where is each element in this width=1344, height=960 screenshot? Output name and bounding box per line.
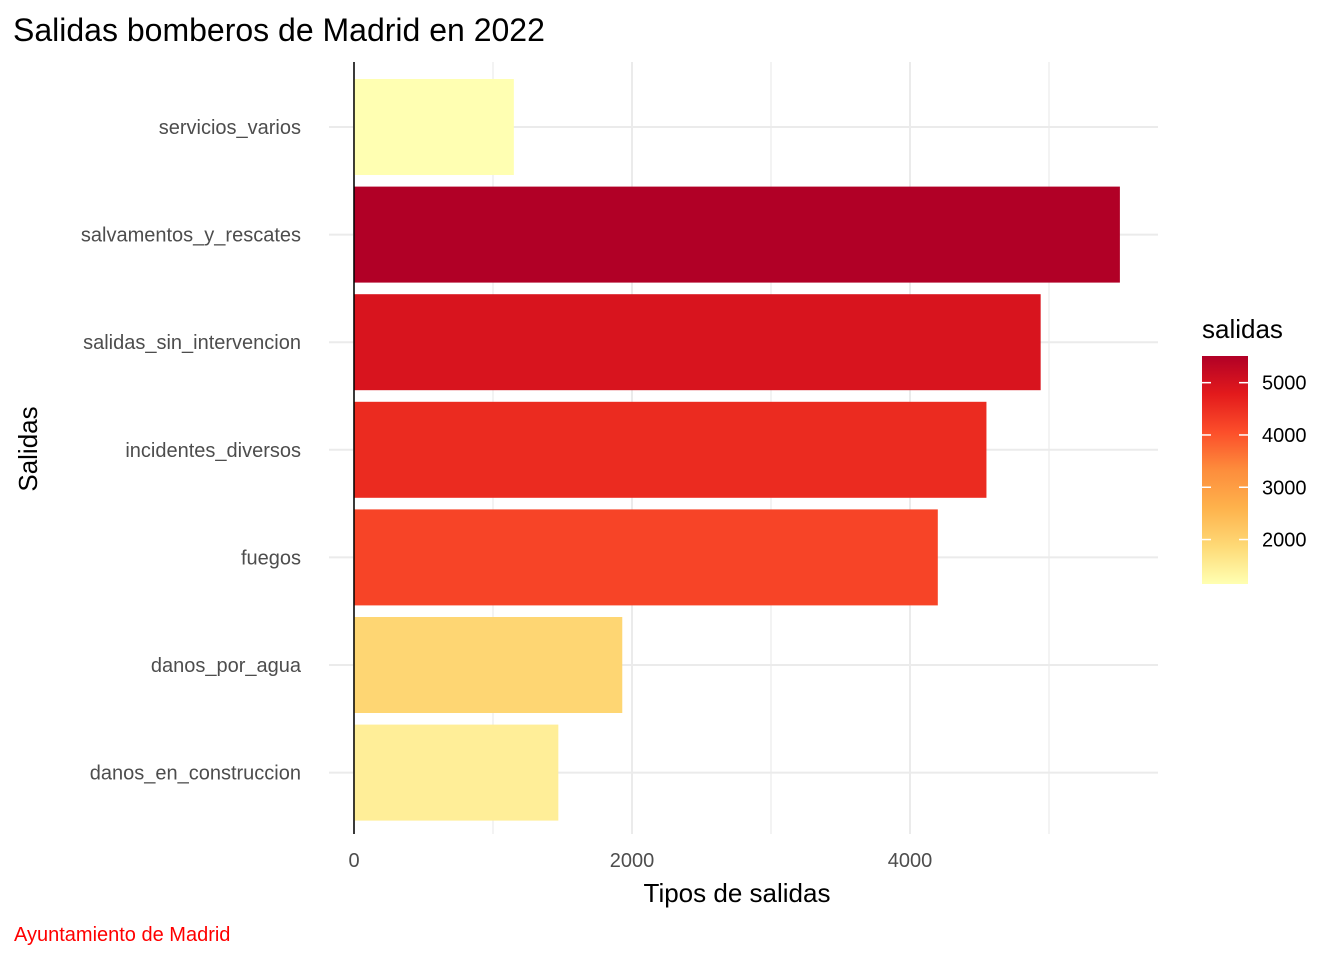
bar-salidas_sin_intervencion: [354, 294, 1041, 391]
y-tick-label: servicios_varios: [159, 117, 301, 139]
x-tick-label: 0: [348, 850, 359, 872]
bar-danos_por_agua: [354, 617, 623, 713]
bar-danos_en_construccion: [354, 724, 559, 821]
x-axis-title: Tipos de salidas: [644, 878, 831, 908]
legend-tick-label: 2000: [1262, 530, 1307, 552]
chart-title: Salidas bomberos de Madrid en 2022: [13, 12, 545, 48]
y-axis-title: Salidas: [13, 406, 43, 491]
legend-title: salidas: [1202, 314, 1283, 344]
y-tick-label: fuegos: [241, 547, 301, 569]
x-tick-labels: 0 2000 4000: [348, 850, 932, 872]
x-tick-label: 4000: [888, 850, 933, 872]
bar-fuegos: [354, 509, 938, 606]
legend-tick-label: 3000: [1262, 477, 1307, 499]
bar-incidentes_diversos: [354, 401, 987, 498]
y-tick-label: danos_por_agua: [151, 655, 302, 677]
legend-colorbar: [1202, 356, 1248, 584]
bar-servicios_varios: [354, 79, 514, 175]
legend-tick-label: 5000: [1262, 373, 1307, 395]
bar-salvamentos_y_rescates: [354, 186, 1120, 283]
y-tick-labels: servicios_varios salvamentos_y_rescatessa…: [81, 117, 302, 785]
legend-ticks: 2000 3000 4000 5000: [1202, 373, 1307, 552]
y-tick-label: danos_en_construccion: [90, 763, 301, 785]
bars: [354, 79, 1120, 821]
legend-tick-label: 4000: [1262, 425, 1307, 447]
x-tick-label: 2000: [610, 850, 655, 872]
y-tick-label: salvamentos_y_rescates: [81, 225, 301, 247]
y-tick-label: incidentes_diversos: [125, 440, 301, 462]
y-tick-label: salidas_sin_intervencion: [83, 332, 301, 354]
caption: Ayuntamiento de Madrid: [14, 924, 230, 946]
